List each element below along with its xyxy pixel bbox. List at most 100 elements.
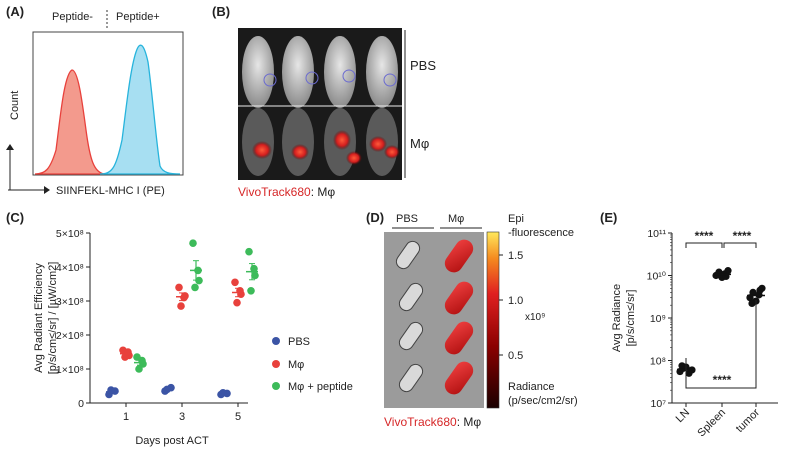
- chart-c-xlabel: Days post ACT: [135, 435, 209, 447]
- column-label-pbs: PBS: [396, 213, 418, 225]
- chart-c-ylabel-1: Avg Radiant Efficiency: [33, 263, 45, 373]
- chart-e-ytick-label: 10⁹: [650, 313, 666, 325]
- panel-b-label: (B): [212, 4, 230, 19]
- legend-label-macrophage: Mφ: [288, 359, 304, 371]
- panel-e-label: (E): [600, 210, 617, 225]
- chart-c-point: [233, 298, 241, 307]
- gate-right-label: Peptide+: [116, 11, 160, 23]
- chart-c-xtick-label: 5: [235, 411, 241, 423]
- gate-left-label: Peptide-: [52, 11, 93, 23]
- chart-e-yticks: 10⁷ 10⁸ 10⁹ 10¹⁰ 10¹¹: [647, 228, 672, 410]
- chart-c-point: [163, 385, 171, 394]
- row-label-pbs: PBS: [410, 58, 436, 73]
- bracket-spleen-tumor: [723, 242, 757, 248]
- chart-c-point: [124, 348, 132, 356]
- colorbar-tick-label-1: 1.5: [508, 250, 523, 262]
- histogram-peptide-neg: [34, 69, 105, 175]
- tracer-name-b: VivoTrack680: [238, 185, 311, 199]
- scale-title-1: Epi: [508, 213, 524, 225]
- scale-title-2: -fluorescence: [508, 227, 574, 239]
- chart-c-point: [138, 356, 146, 365]
- colorbar-tick-label-2: 1.0: [508, 295, 523, 307]
- sig-ln-tumor: ****: [713, 373, 732, 387]
- scale-multiplier: x10⁹: [525, 312, 545, 323]
- colorbar-tick-label-3: 0.5: [508, 350, 523, 362]
- colorbar: [486, 231, 500, 409]
- sig-spleen-tumor: ****: [733, 229, 752, 243]
- bracket-ln-spleen: [685, 242, 723, 248]
- chart-e-point: [678, 362, 686, 370]
- chart-c-point: [191, 283, 199, 292]
- chart-e-point: [724, 267, 732, 275]
- chart-c-point: [177, 302, 185, 310]
- chart-c-point: [231, 278, 239, 287]
- x-axis-arrowhead-icon: [44, 186, 50, 194]
- row-label-macrophage: Mφ: [410, 136, 429, 151]
- legend-label-macrophage-peptide: Mφ + peptide: [288, 381, 353, 393]
- chart-c-ytick-label: 5×10⁸: [56, 228, 84, 240]
- y-axis-arrowhead-icon: [6, 144, 14, 150]
- legend-label-pbs: PBS: [288, 336, 310, 348]
- chart-c-xticks: 1 3 5: [123, 403, 241, 423]
- tracer-caption-d: VivoTrack680: Mφ: [384, 415, 481, 429]
- chart-c-ytick-label: 3×10⁸: [56, 296, 84, 308]
- chart-c-point: [195, 276, 203, 285]
- chart-c-point: [180, 293, 188, 302]
- chart-c-ytick-label: 4×10⁸: [56, 262, 84, 274]
- tracer-name-d: VivoTrack680: [384, 415, 457, 429]
- chart-c-point: [219, 389, 227, 397]
- tracer-caption-b: VivoTrack680: Mφ: [238, 185, 335, 199]
- chart-e-xtick-label: Spleen: [695, 407, 728, 440]
- chart-e-points: [676, 267, 766, 377]
- chart-c-yticks: 0 1×10⁸ 2×10⁸ 3×10⁸ 4×10⁸ 5×10⁸: [56, 228, 90, 410]
- chart-e-ylabel-1: Avg Radiance: [611, 284, 623, 352]
- chart-e-ytick-label: 10⁸: [650, 356, 666, 368]
- chart-e-ytick-label: 10¹¹: [647, 228, 666, 240]
- chart-c-points: [105, 239, 259, 399]
- chart-c-ytick-label: 2×10⁸: [56, 330, 84, 342]
- panel-c-label: (C): [6, 210, 24, 225]
- tracer-suffix-d: : Mφ: [457, 415, 482, 429]
- chart-e-ytick-label: 10¹⁰: [647, 271, 666, 283]
- tracer-suffix-b: : Mφ: [311, 185, 336, 199]
- chart-c-point: [236, 287, 244, 295]
- sig-ln-spleen: ****: [695, 229, 714, 243]
- legend-marker-macrophage-peptide: [272, 382, 280, 390]
- chart-c-point: [135, 365, 143, 373]
- panel-a-label: (A): [6, 4, 24, 19]
- bracket-ln-tumor: [685, 300, 757, 389]
- chart-e-xticks: LN Spleen tumor: [674, 403, 763, 440]
- chart-c-xtick-label: 3: [179, 411, 185, 423]
- pbs-mice-row: [242, 36, 398, 108]
- chart-c-ylabel-2: [p/s/cm≤/sr] / [µW/cm2]: [47, 262, 59, 375]
- chart-e-point: [756, 286, 764, 294]
- chart-e-xtick-label: tumor: [734, 406, 763, 435]
- legend-marker-macrophage: [272, 360, 280, 368]
- scale-unit-1: Radiance: [508, 381, 554, 393]
- chart-c-point: [194, 266, 202, 275]
- chart-e-point: [748, 299, 756, 308]
- chart-c-point: [107, 386, 115, 394]
- panel-d-label: (D): [366, 210, 384, 225]
- chart-c-point: [189, 239, 197, 247]
- histogram-xlabel: SIINFEKL-MHC I (PE): [56, 185, 165, 197]
- chart-e-point: [749, 288, 757, 297]
- histogram-ylabel: Count: [9, 91, 21, 120]
- chart-c-xtick-label: 1: [123, 411, 129, 423]
- chart-c-point: [250, 264, 258, 273]
- chart-c-point: [175, 283, 183, 292]
- chart-e-ytick-label: 10⁷: [651, 398, 667, 410]
- chart-c-point: [251, 271, 259, 280]
- chart-c-point: [245, 247, 253, 256]
- column-label-macrophage: Mφ: [448, 213, 464, 225]
- chart-e-ylabel-2: [p/s/cm≤/sr]: [625, 290, 637, 347]
- histogram-frame: [32, 31, 184, 176]
- chart-c-ytick-label: 1×10⁸: [56, 364, 84, 376]
- significance-brackets: **** **** ****: [685, 229, 757, 389]
- chart-c-legend: PBS Mφ Mφ + peptide: [272, 336, 353, 393]
- chart-e: Avg Radiance [p/s/cm≤/sr] 10⁷10⁸10⁹10¹⁰1…: [611, 228, 778, 439]
- chart-e-xtick-label: LN: [674, 407, 692, 425]
- chart-c-point: [247, 287, 255, 295]
- macrophage-spleens: [444, 239, 474, 395]
